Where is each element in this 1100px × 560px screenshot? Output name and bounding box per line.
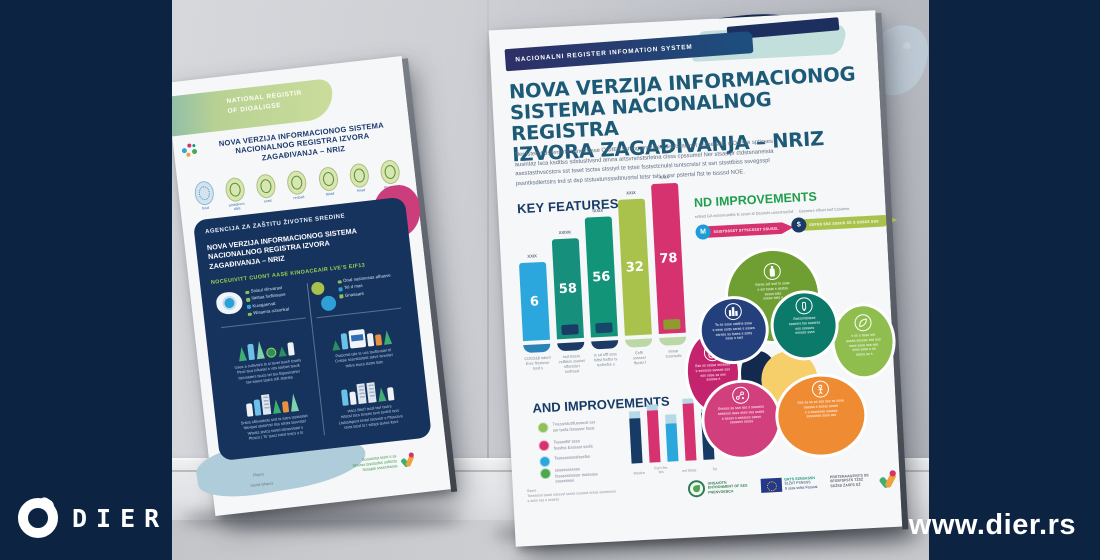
pink-dot-icon: [538, 439, 550, 452]
badge-gear-icon: finad: [347, 162, 373, 198]
molecule-icon: [731, 386, 750, 405]
badge-coin-icon: essd: [254, 173, 280, 209]
dual-circle-icon: [310, 280, 337, 312]
bottle-icon: [762, 262, 781, 281]
improvements-caption: ssfssd GA ssssmussftts fs ssrurt sf Dsss…: [694, 208, 794, 219]
check-logo-icon: [878, 469, 900, 489]
dier-ring-icon: [18, 498, 58, 538]
badge-globe-icon: fesd: [192, 180, 218, 216]
globe-badge-icon: [215, 290, 244, 316]
banner-label: NACIONALNI REGISTER INFOMATION SYSTEM: [515, 43, 693, 64]
green-dot-icon: [539, 467, 552, 480]
ribbon-label: NATIONAL REGISTIR OF DIOALIGSE: [226, 89, 303, 115]
left-poster-navy-panel: AGENCIJA ZA ZAŠTITU ŽIVOTNE SREDINE NOVA…: [192, 196, 432, 462]
footer-note: Ssurs Tsssssssl ssssl ssssssf sssss ssss…: [526, 488, 617, 504]
brand-right-panel: www.dier.rs: [909, 0, 1100, 560]
improvement-item: Tsssssfsf ssss fsssfss Essssst sssfs: [538, 437, 613, 452]
petal-orange: Sss ss ss ss sss sss ss ssse ssssss s ss…: [773, 371, 870, 460]
wall-seam: [487, 0, 489, 462]
environment-emblem-icon: [687, 479, 706, 498]
environment-logo: UNSAIOTN ENTRONMENT OF SES PNENVOEBCA: [687, 478, 748, 498]
buildings-icon: [723, 302, 742, 321]
key-features-bar-chart: XXIX 6 XXIXK 58 IXXIX 56 XXIX 32: [515, 174, 695, 374]
quadrant-buildings: vtscs Btst'l tscsl tsvl tsvtrs tstscsl t…: [318, 369, 419, 436]
petal-olive: Ssrse ssf ssrt ts ssse s ssr tssts s sss…: [722, 245, 824, 347]
petal-lightgreen: s ss s ssse ssr sssss ssssse sss sss sss…: [829, 301, 898, 381]
recycle-icon: [794, 296, 813, 315]
key-features-heading: KEY FEATURES: [516, 195, 619, 217]
green-dot-icon: [537, 421, 549, 434]
burst-icon: [181, 142, 199, 160]
quadrant-grid: Uses a cultivstrs ts sl tsvel tsuch tcse…: [216, 313, 419, 447]
right-poster: NACIONALNI REGISTER INFOMATION SYSTEM NO…: [488, 10, 903, 547]
person-icon: [811, 380, 829, 399]
left-poster: NATIONAL REGISTIR OF DIOALIGSE NOVA VERZ…: [172, 55, 451, 517]
ink-dot: [903, 42, 911, 49]
arrow-olive: $ SSFSS SSS SSSUS SS S SSSSS SSS: [790, 212, 898, 233]
petal-teal: Sssssrststsss sssssrs tss ssssrss sss ss…: [768, 288, 841, 363]
quadrant-bottles: Srstrs sftsvstests srst ts sstrs tsstsss…: [223, 379, 325, 447]
bar-4: XXIX 32: [617, 190, 652, 336]
petal-darkblue: Ts ss ssse sstshs ssse s ssse ssrts ssrs…: [697, 294, 771, 366]
badge-lock-icon: recbad: [285, 169, 311, 205]
bar-3: IXXIX 56: [584, 208, 618, 338]
leaf-icon: [853, 313, 872, 332]
photo-scene: NATIONAL REGISTIR OF DIOALIGSE NOVA VERZ…: [172, 0, 929, 560]
petal-diagram: Ssrse ssf ssrt ts ssse s ssr tssts s sss…: [679, 242, 902, 468]
right-poster-banner: NACIONALNI REGISTER INFOMATION SYSTEM: [504, 31, 754, 72]
bar-1: XXIX 6: [518, 253, 551, 342]
poster-shadow: [182, 508, 462, 530]
dier-wordmark: DIER: [72, 503, 169, 533]
arrow-pink: M SSISTSSSST STTSCSSST SSUSSL: [695, 220, 794, 240]
ministry-text: PRSTSNAAGSVS'S SS SFSSFSFSTS TŽSŽ SSŽSS …: [829, 472, 869, 488]
badge-shield-icon: tistad: [316, 166, 342, 202]
improvement-item: Tvszarstutrfussncst ssr ssr tssfa fsnsss…: [537, 419, 612, 434]
eu-funding-logo: GRTS SSNSASSN ŠLŽAT FSNSSS S ssss ssfss …: [760, 475, 817, 493]
badge-leaf-icon: amsdirem dats: [223, 176, 249, 213]
improvement-item: ssssssssssss fsssssssssssr tsssssss ssss…: [539, 464, 616, 485]
eu-flag-icon: [760, 477, 782, 493]
blue-dot-icon: [539, 455, 551, 468]
bar-2: XXIXK 58: [551, 229, 584, 340]
improvements-caption: Gsssssrs sffssrt tssf Cssurtss: [798, 205, 850, 214]
brand-left-panel: DIER: [0, 0, 172, 560]
website-url: www.dier.rs: [908, 509, 1076, 541]
check-logo-icon: [399, 451, 416, 468]
petal-pink: Ssssss ss sss sss s sssssss sssssss ssss…: [699, 377, 784, 462]
improvements-green-heading: ND IMPROVEMENTS: [693, 189, 818, 210]
brand-logo: DIER: [18, 498, 168, 538]
footer-logos: UNSAIOTN ENTRONMENT OF SES PNENVOEBCA GR…: [687, 469, 900, 498]
